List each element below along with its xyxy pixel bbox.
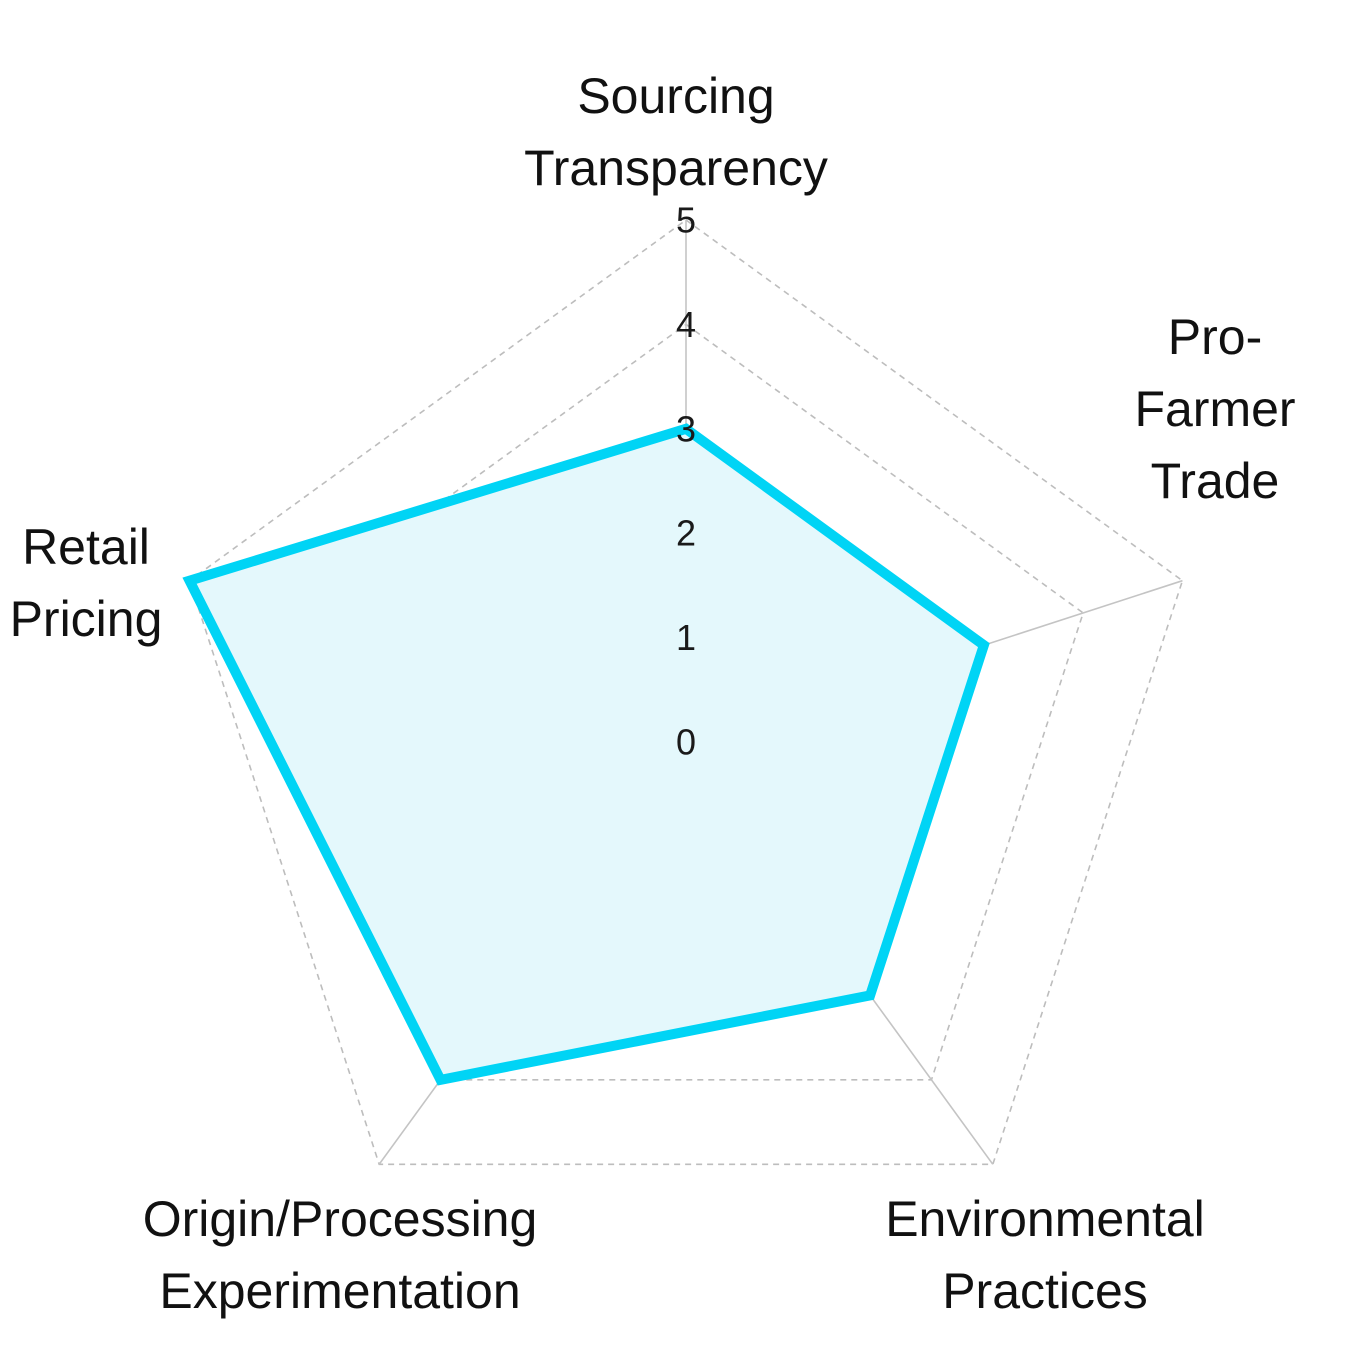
series-layer <box>182 423 990 1086</box>
radial-tick-label: 2 <box>676 513 696 554</box>
axis-label-line: Experimentation <box>159 1263 520 1319</box>
axis-label: Sourcing Transparency <box>524 68 828 196</box>
axis-label-line: Farmer <box>1134 381 1295 437</box>
radial-tick-labels: 0 1 2 3 4 5 <box>676 200 696 763</box>
axis-label: Retail Pricing <box>10 519 163 647</box>
axis-labels: Sourcing Transparency Pro- Farmer Trade Envir… <box>10 68 1296 1319</box>
radial-tick-label: 1 <box>676 617 696 658</box>
axis-label-line: Pricing <box>10 591 163 647</box>
axis-label-line: Origin/Processing <box>143 1191 538 1247</box>
axis-label-line: Practices <box>942 1263 1148 1319</box>
radial-tick-label: 3 <box>676 408 696 449</box>
series-area-0 <box>182 423 990 1086</box>
axis-label-line: Pro- <box>1168 309 1262 365</box>
axis-label: Pro- Farmer Trade <box>1134 309 1295 509</box>
radial-tick-label: 5 <box>676 200 696 241</box>
axis-label-line: Trade <box>1151 453 1280 509</box>
axis-label-line: Environmental <box>885 1191 1205 1247</box>
grid-ring-5 <box>188 219 1184 1166</box>
grid-ring-4 <box>287 323 1085 1081</box>
radial-tick-label: 0 <box>676 722 696 763</box>
axis-label-line: Retail <box>22 519 150 575</box>
axis-label-line: Sourcing <box>577 68 774 124</box>
axis-label-line: Transparency <box>524 140 828 196</box>
axis-label: Environmental Practices <box>885 1191 1205 1319</box>
radial-tick-label: 4 <box>676 304 696 345</box>
axis-label: Origin/Processing Experimentation <box>143 1191 538 1319</box>
